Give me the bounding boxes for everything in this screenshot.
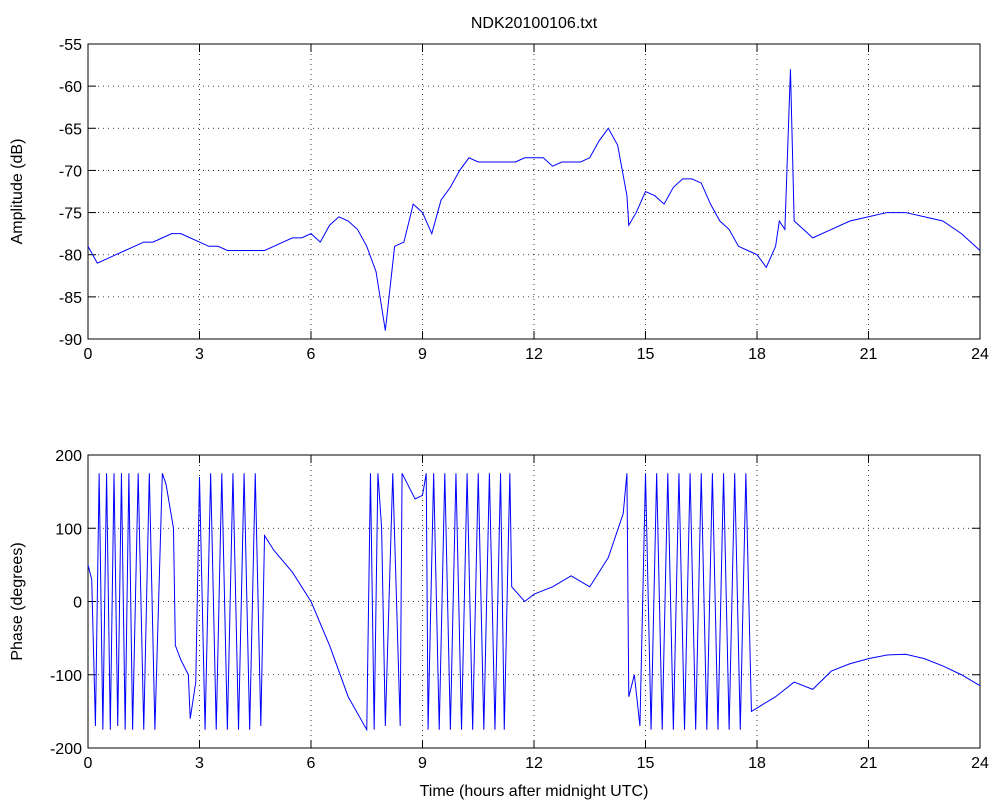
y-tick-label: -90 (59, 332, 82, 349)
y-axis-label: Amplitude (dB) (9, 139, 26, 245)
x-tick-label: 21 (860, 346, 878, 363)
x-tick-label: 0 (84, 755, 93, 772)
x-tick-label: 9 (418, 346, 427, 363)
x-tick-label: 6 (307, 346, 316, 363)
x-tick-label: 3 (195, 755, 204, 772)
chart-title: NDK20100106.txt (471, 15, 598, 32)
x-tick-label: 9 (418, 755, 427, 772)
x-tick-label: 15 (637, 346, 655, 363)
x-tick-label: 24 (971, 755, 989, 772)
data-line (87, 473, 981, 732)
x-tick-label: 18 (748, 346, 766, 363)
axes-box (87, 454, 981, 749)
axes-box (87, 43, 981, 340)
x-tick-label: 3 (195, 346, 204, 363)
y-tick-label: -80 (59, 248, 82, 265)
y-tick-label: 0 (73, 595, 82, 612)
x-tick-label: 12 (525, 755, 543, 772)
y-tick-label: -75 (59, 206, 82, 223)
y-tick-label: -70 (59, 163, 82, 180)
x-tick-label: 0 (84, 346, 93, 363)
y-tick-label: -65 (59, 121, 82, 138)
x-tick-label: 18 (748, 755, 766, 772)
x-tick-label: 24 (971, 346, 989, 363)
x-axis-label: Time (hours after midnight UTC) (420, 783, 649, 800)
x-tick-label: 21 (860, 755, 878, 772)
x-tick-label: 12 (525, 346, 543, 363)
y-tick-label: 200 (55, 448, 82, 465)
y-tick-label: 100 (55, 521, 82, 538)
y-tick-label: -100 (50, 668, 82, 685)
x-tick-label: 15 (637, 755, 655, 772)
data-line (87, 69, 981, 331)
y-tick-label: -55 (59, 37, 82, 54)
y-tick-label: -60 (59, 79, 82, 96)
y-tick-label: -200 (50, 741, 82, 758)
y-axis-label: Phase (degrees) (9, 542, 26, 660)
y-tick-label: -85 (59, 290, 82, 307)
x-tick-label: 6 (307, 755, 316, 772)
